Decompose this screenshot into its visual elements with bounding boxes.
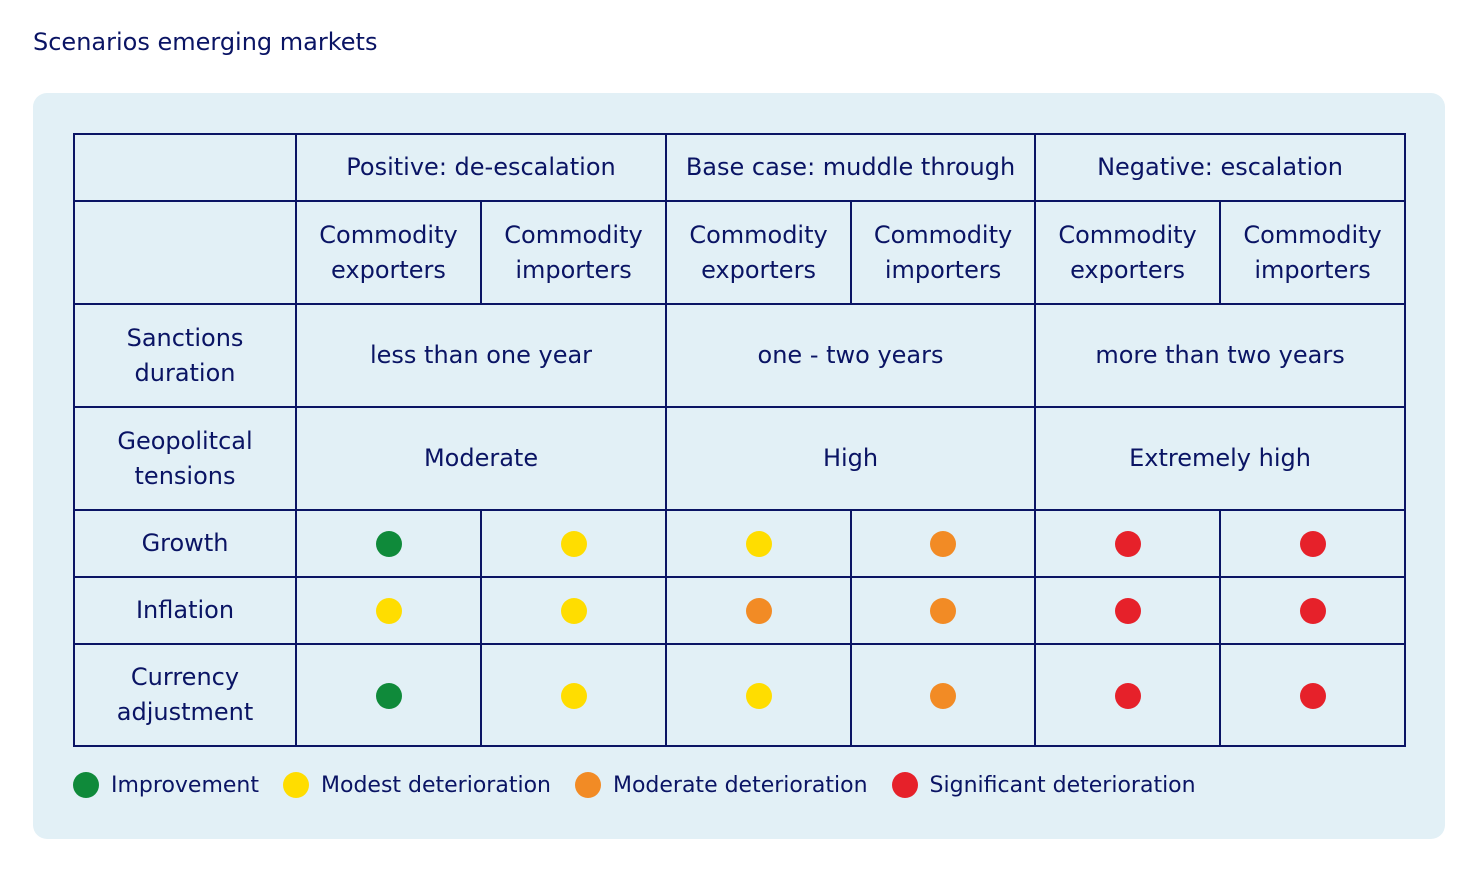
legend-label: Modest deterioration [321,772,551,798]
rating-dot [745,598,772,624]
rating-cell [1034,576,1222,645]
row-label-inflation: Inflation [73,576,297,645]
legend-dot [891,772,918,798]
legend-label: Moderate deterioration [612,772,868,798]
rating-dot [930,598,957,624]
rating-dot [930,531,957,557]
sanctions-duration-cell: less than one year [294,303,668,408]
legend-dot [574,772,601,798]
rating-dot [1114,682,1141,709]
subgroup-header: Commodity exporters [295,200,482,305]
scenario-header-row: Positive: de-escalation Base case: muddl… [73,133,1407,202]
scenario-header: Positive: de-escalation [294,133,668,202]
rating-cell [1219,643,1407,747]
geopolitical-tensions-cell: High [665,406,1037,511]
growth-row: Growth [73,509,1407,578]
rating-dot [1299,682,1326,709]
rating-dot [1299,531,1326,557]
scenario-header: Negative: escalation [1034,133,1407,202]
rating-dot [1299,598,1326,624]
currency-adjustment-row: Currency adjustment [73,643,1407,747]
legend-label: Significant deterioration [929,772,1196,798]
subgroup-header: Commodity importers [850,200,1037,305]
subgroup-header: Commodity exporters [1034,200,1222,305]
rating-dot [375,531,402,557]
rating-dot [1114,531,1141,557]
legend-dot [73,772,99,798]
rating-dot [745,531,772,557]
rating-cell [850,509,1037,578]
rating-cell [1034,643,1222,747]
inflation-row: Inflation [73,576,1407,645]
rating-cell [295,576,482,645]
row-label-sanctions-duration: Sanctions duration [73,303,297,408]
geopolitical-tensions-row: Geopolitcal tensions Moderate High Extrem… [73,406,1407,511]
rating-dot [930,682,957,709]
row-label-currency-adjustment: Currency adjustment [73,643,297,747]
row-label-geopolitical-tensions: Geopolitcal tensions [73,406,297,511]
legend: Improvement Modest deterioration Moderat… [73,772,1220,798]
subgroup-header: Commodity exporters [665,200,853,305]
rating-cell [295,509,482,578]
legend-label: Improvement [111,772,259,798]
rating-cell [665,576,853,645]
rating-cell [665,643,853,747]
legend-item: Moderate deterioration [574,772,868,798]
subgroup-corner-cell [73,200,297,305]
rating-cell [295,643,482,747]
rating-cell [1034,509,1222,578]
sanctions-duration-cell: one - two years [665,303,1037,408]
header-corner-cell [73,133,297,202]
rating-dot [560,598,587,624]
rating-dot [560,531,587,557]
row-label-growth: Growth [73,509,297,578]
rating-cell [850,643,1037,747]
rating-cell [1219,509,1407,578]
rating-dot [1114,598,1141,624]
legend-item: Modest deterioration [283,772,551,798]
sanctions-duration-row: Sanctions duration less than one year one… [73,303,1407,408]
rating-dot [560,682,587,709]
geopolitical-tensions-cell: Extremely high [1034,406,1407,511]
legend-item: Improvement [73,772,259,798]
scenario-table: Positive: de-escalation Base case: muddl… [73,133,1407,747]
subgroup-header: Commodity importers [1219,200,1407,305]
scenario-header: Base case: muddle through [665,133,1037,202]
geopolitical-tensions-cell: Moderate [294,406,668,511]
rating-cell [850,576,1037,645]
rating-dot [375,682,402,709]
subgroup-header-row: Commodity exporters Commodity importers Co… [73,200,1407,305]
page-title: Scenarios emerging markets [33,28,378,56]
rating-cell [1219,576,1407,645]
rating-cell [479,576,668,645]
rating-cell [479,509,668,578]
rating-cell [665,509,853,578]
rating-cell [479,643,668,747]
rating-dot [375,598,402,624]
legend-dot [283,772,309,798]
sanctions-duration-cell: more than two years [1034,303,1407,408]
subgroup-header: Commodity importers [479,200,668,305]
legend-item: Significant deterioration [891,772,1196,798]
rating-dot [745,682,772,709]
